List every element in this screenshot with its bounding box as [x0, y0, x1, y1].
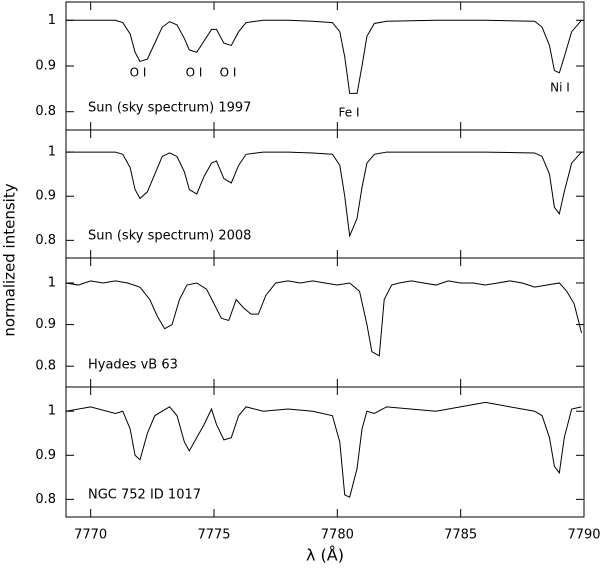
spectrum-line — [65, 280, 583, 357]
y-tick-label: 0.8 — [35, 233, 56, 248]
line-annotation: Fe I — [339, 106, 360, 120]
y-tick-label: 1 — [48, 13, 56, 28]
x-tick-label: 7780 — [321, 528, 354, 543]
x-axis-label: λ (Å) — [306, 546, 344, 565]
panel-label: Sun (sky spectrum) 2008 — [88, 229, 251, 244]
x-tick-label: 7790 — [567, 528, 600, 543]
y-tick-label: 1 — [48, 275, 56, 290]
y-tick-label: 0.9 — [35, 448, 56, 463]
y-tick-label: 0.8 — [35, 492, 56, 507]
y-tick-label: 0.8 — [35, 104, 56, 119]
y-axis-label: normalized intensity — [1, 183, 19, 336]
y-tick-label: 1 — [48, 145, 56, 160]
y-tick-label: 1 — [48, 404, 56, 419]
y-tick-label: 0.9 — [35, 317, 56, 332]
x-tick-label: 7785 — [444, 528, 477, 543]
line-annotation: O I — [130, 66, 147, 80]
y-tick-label: 0.9 — [35, 189, 56, 204]
x-tick-label: 7775 — [197, 528, 230, 543]
x-tick-label: 7770 — [74, 528, 107, 543]
line-annotation: O I — [186, 66, 203, 80]
spectrum-line — [65, 401, 582, 498]
panel-label: Sun (sky spectrum) 1997 — [88, 101, 251, 116]
spectrum-line — [66, 19, 582, 94]
line-annotation: Ni I — [550, 81, 570, 95]
spectrum-line — [66, 151, 582, 238]
y-tick-label: 0.9 — [35, 59, 56, 74]
y-tick-label: 0.8 — [35, 359, 56, 374]
panel-frame — [65, 386, 585, 518]
line-annotation: O I — [220, 66, 237, 80]
panel-label: Hyades vB 63 — [88, 358, 178, 373]
panel-label: NGC 752 ID 1017 — [88, 488, 201, 503]
